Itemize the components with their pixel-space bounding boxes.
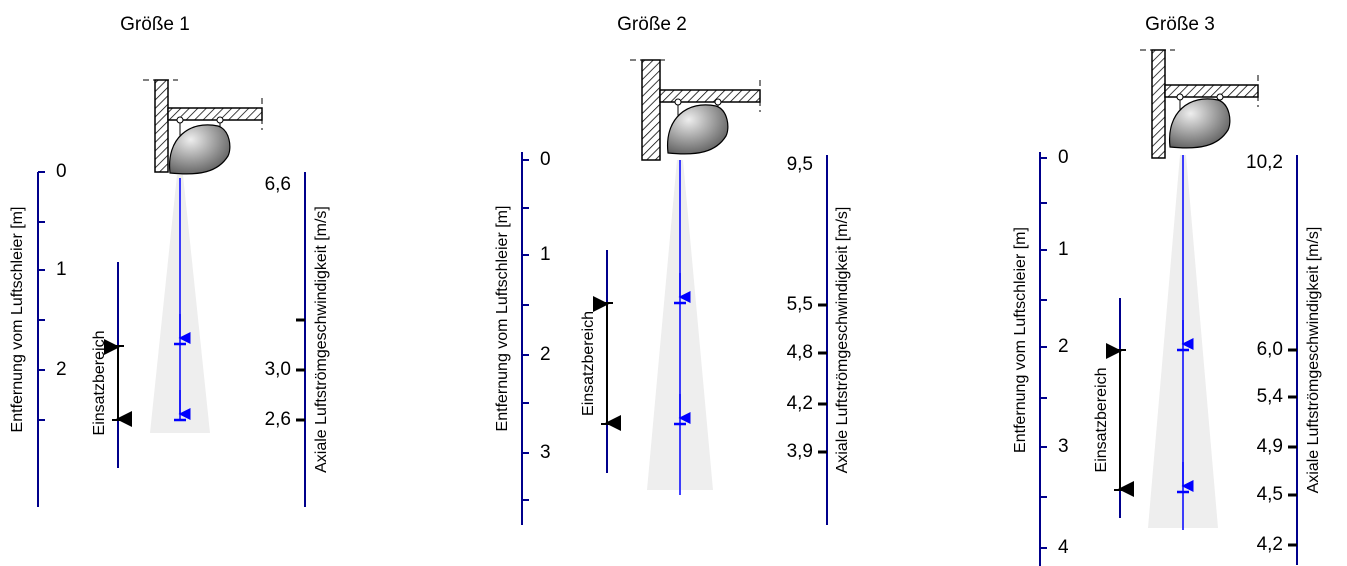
pivot bbox=[1176, 93, 1184, 101]
distance-axis-label: Entfernung vom Luftschleier [m] bbox=[9, 207, 26, 433]
velocity-axis-label: Axiale Luftströmgeschwindigkeit [m/s] bbox=[1305, 227, 1322, 494]
range-label: Einsatzbereich bbox=[580, 311, 597, 416]
break-mark bbox=[143, 79, 263, 130]
pivot bbox=[216, 116, 224, 124]
panel: Größe 3 0 1 2 3 4 Entfernung vom Luftschleier … bbox=[1012, 14, 1322, 566]
air-curtain-unit bbox=[667, 104, 729, 155]
distance-label: 3 bbox=[1058, 436, 1069, 457]
range-label: Einsatzbereich bbox=[91, 331, 108, 436]
velocity-label: 2,6 bbox=[265, 409, 291, 430]
velocity-label: 6,0 bbox=[1257, 339, 1283, 360]
panel: Größe 2 0 1 2 3 Entfernung vom Luftschleier [… bbox=[494, 14, 851, 525]
wall bbox=[641, 59, 661, 161]
panel-title: Größe 3 bbox=[1145, 14, 1215, 35]
pivot bbox=[714, 98, 722, 106]
pivot bbox=[674, 98, 682, 106]
velocity-label: 3,9 bbox=[787, 441, 813, 462]
velocity-label: 5,4 bbox=[1257, 386, 1284, 407]
panel: Größe 1 0 1 2 Entfernung vom Luftschleier [m… bbox=[9, 14, 330, 507]
velocity-label: 4,9 bbox=[1257, 436, 1283, 457]
pivot bbox=[1216, 93, 1224, 101]
distance-label: 0 bbox=[56, 161, 67, 182]
pivot bbox=[176, 116, 184, 124]
break-mark bbox=[630, 59, 761, 112]
velocity-label: 4,2 bbox=[1257, 534, 1283, 555]
break-mark bbox=[1140, 49, 1259, 107]
velocity-label: 4,5 bbox=[1257, 484, 1283, 505]
wall bbox=[154, 79, 169, 173]
distance-label: 2 bbox=[540, 344, 551, 365]
velocity-label: 4,8 bbox=[787, 342, 813, 363]
distance-axis-label: Entfernung vom Luftschleier [m] bbox=[494, 206, 511, 432]
air-curtain-unit bbox=[169, 124, 231, 175]
panel-title: Größe 1 bbox=[120, 14, 190, 35]
velocity-axis-label: Axiale Luftströmgeschwindigkeit [m/s] bbox=[313, 206, 330, 473]
velocity-label: 10,2 bbox=[1246, 152, 1283, 173]
distance-label: 0 bbox=[1058, 147, 1069, 168]
distance-label: 1 bbox=[540, 244, 551, 265]
distance-label: 3 bbox=[540, 442, 551, 463]
velocity-label: 3,0 bbox=[265, 359, 291, 380]
distance-label: 2 bbox=[1058, 336, 1069, 357]
distance-label: 1 bbox=[1058, 239, 1069, 260]
velocity-label: 5,5 bbox=[787, 294, 813, 315]
distance-label: 4 bbox=[1058, 537, 1069, 558]
velocity-label: 9,5 bbox=[787, 154, 813, 175]
range-label: Einsatzbereich bbox=[1093, 368, 1110, 473]
wall bbox=[1151, 49, 1166, 159]
distance-axis-label: Entfernung vom Luftschleier [m] bbox=[1012, 227, 1029, 453]
distance-label: 1 bbox=[56, 259, 67, 280]
velocity-label: 6,6 bbox=[265, 174, 291, 195]
velocity-label: 4,2 bbox=[787, 393, 813, 414]
velocity-axis-label: Axiale Luftströmgeschwindigkeit [m/s] bbox=[834, 207, 851, 474]
air-curtain-unit bbox=[1169, 98, 1231, 149]
panel-title: Größe 2 bbox=[617, 14, 687, 35]
distance-label: 2 bbox=[56, 359, 67, 380]
distance-label: 0 bbox=[540, 149, 551, 170]
